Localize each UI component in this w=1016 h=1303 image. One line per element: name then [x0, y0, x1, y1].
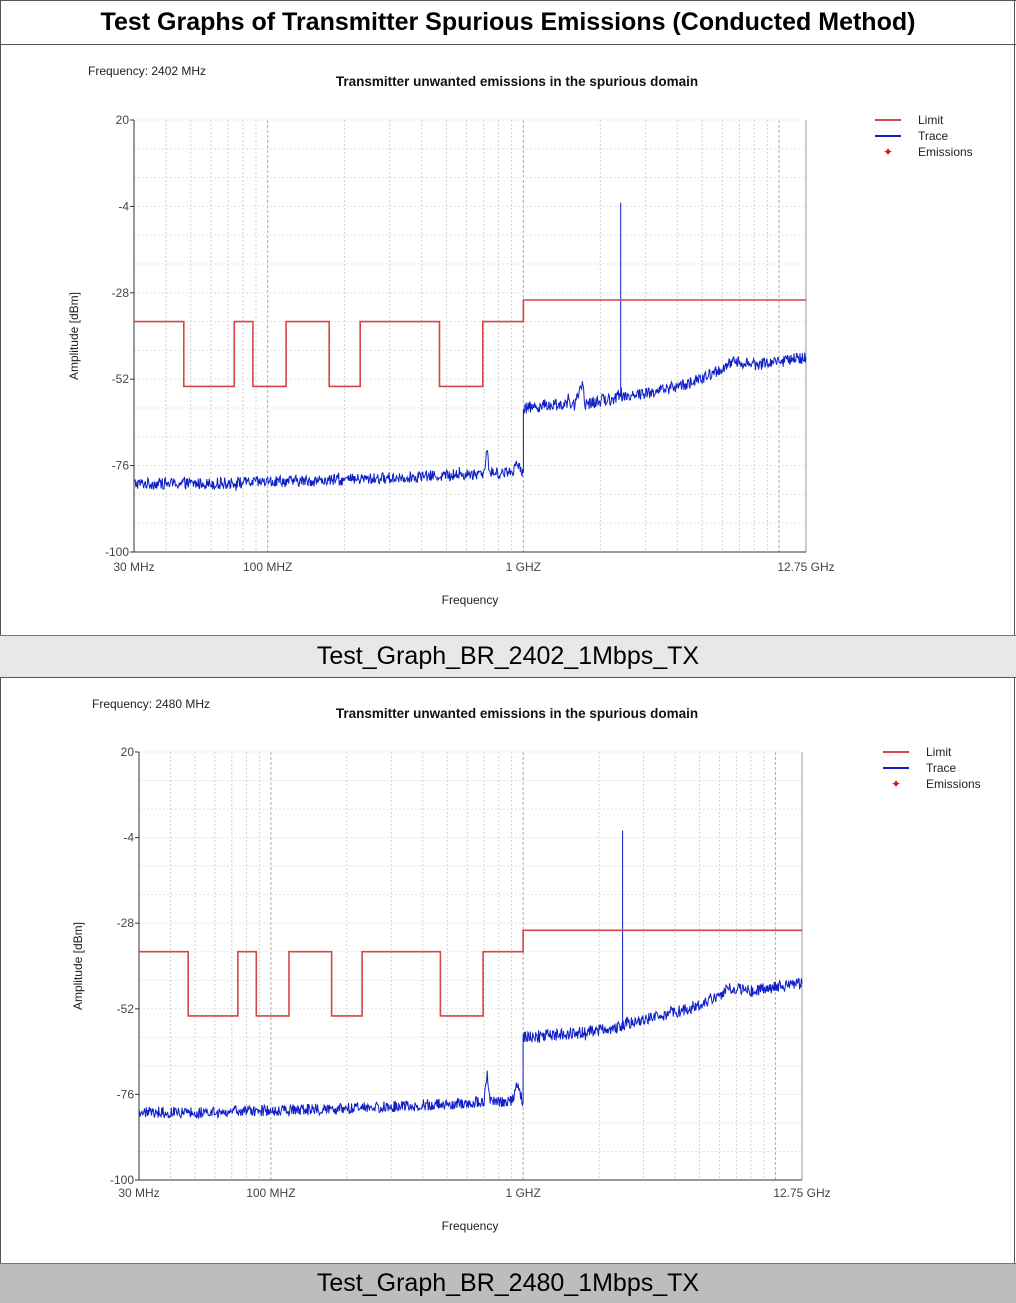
legend-swatch-emissions: ✦: [883, 145, 893, 159]
y-tick-label: -28: [112, 286, 130, 300]
chart-panel-2: 20 -4 -28 -52 -76 -100 30 MHz 100 MHZ 1 GHZ 12.75…: [0, 679, 1016, 1268]
legend-label: Emissions: [918, 145, 973, 159]
y-tick-label: -100: [105, 545, 129, 559]
frequency-label: Frequency: 2402 MHz: [88, 64, 206, 78]
chart-title: Transmitter unwanted emissions in the sp…: [336, 74, 698, 89]
y-tick-label: -28: [117, 916, 135, 930]
y-tick-label: 20: [116, 113, 130, 127]
legend: Limit Trace ✦ Emissions: [883, 745, 981, 791]
x-tick-label: 12.75 GHz: [773, 1186, 830, 1200]
chart-caption-1: Test_Graph_BR_2402_1Mbps_TX: [0, 635, 1016, 678]
series-trace-line: [138, 830, 803, 1120]
legend-label: Trace: [926, 761, 957, 775]
x-tick-label: 12.75 GHz: [777, 560, 834, 574]
legend: Limit Trace ✦ Emissions: [875, 113, 973, 159]
y-tick-label: -52: [117, 1002, 135, 1016]
legend-label: Trace: [918, 129, 949, 143]
legend-label: Emissions: [926, 777, 981, 791]
x-tick-label: 100 MHZ: [246, 1186, 295, 1200]
chart-caption-2: Test_Graph_BR_2480_1Mbps_TX: [0, 1263, 1016, 1303]
x-tick-label: 1 GHZ: [505, 1186, 540, 1200]
legend-swatch-emissions: ✦: [891, 777, 901, 791]
y-tick-label: -4: [118, 199, 129, 213]
legend-label: Limit: [926, 745, 952, 759]
page-title: Test Graphs of Transmitter Spurious Emis…: [0, 0, 1016, 45]
legend-label: Limit: [918, 113, 944, 127]
x-tick-label: 30 MHz: [118, 1186, 159, 1200]
series-limit-line: [139, 929, 802, 1017]
y-axis-label: Amplitude [dBm]: [67, 292, 81, 380]
x-axis-label: Frequency: [442, 1219, 499, 1233]
frequency-label: Frequency: 2480 MHz: [92, 697, 210, 711]
y-tick-label: -76: [112, 459, 130, 473]
x-axis-label: Frequency: [442, 593, 499, 607]
y-axis-label: Amplitude [dBm]: [71, 922, 85, 1010]
grid: [139, 751, 802, 1181]
x-tick-label: 30 MHz: [113, 560, 154, 574]
y-tick-label: -52: [112, 372, 130, 386]
y-tick-label: -100: [110, 1173, 134, 1187]
x-tick-label: 100 MHZ: [243, 560, 292, 574]
y-tick-label: -76: [117, 1087, 135, 1101]
series-limit-line: [134, 299, 806, 388]
chart-panel-1: 20 -4 -28 -52 -76 -100 30 MHz 100 MHZ 1 GHZ 12.75…: [0, 46, 1016, 639]
chart-title: Transmitter unwanted emissions in the sp…: [336, 706, 698, 721]
x-tick-label: 1 GHZ: [506, 560, 541, 574]
y-tick-label: -4: [123, 831, 134, 845]
y-tick-label: 20: [121, 745, 135, 759]
series-trace-line: [133, 202, 807, 491]
